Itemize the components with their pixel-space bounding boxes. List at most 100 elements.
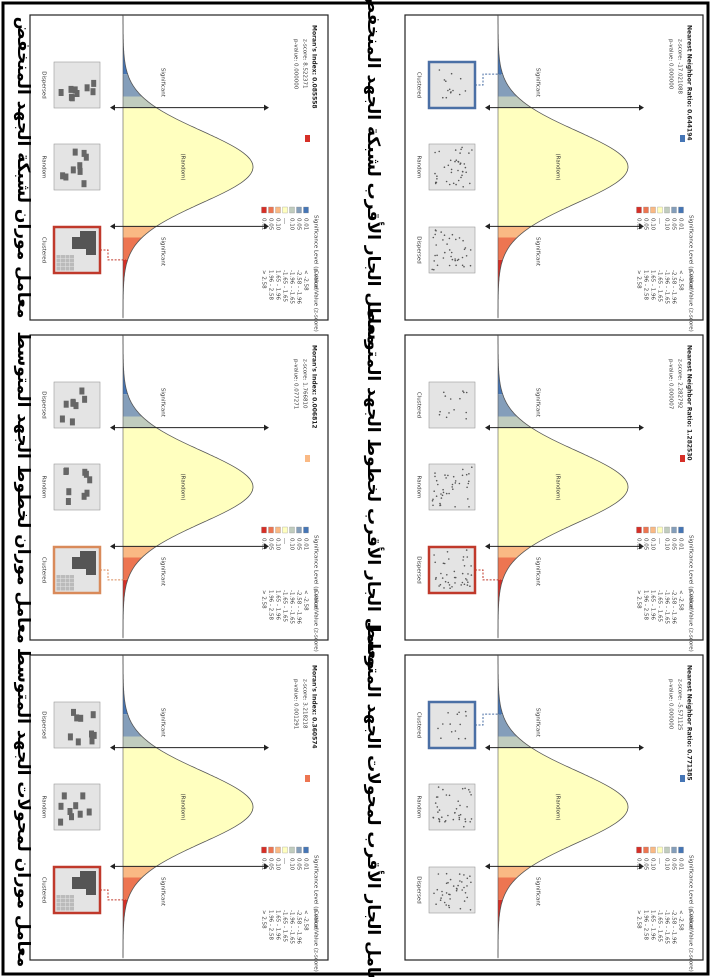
point (470, 574, 473, 576)
point (434, 151, 436, 154)
pattern-label: Random (41, 156, 47, 179)
point (442, 491, 445, 494)
point (437, 811, 439, 813)
point (437, 786, 440, 788)
blob (81, 149, 87, 157)
point (457, 179, 460, 182)
point (449, 587, 451, 589)
cell (65, 575, 70, 579)
cell (56, 259, 61, 263)
curve-outline (122, 15, 254, 318)
legend-swatch (643, 846, 649, 854)
arrow-head (485, 744, 490, 751)
stat-line: Nearest Neighbor Ratio: 0.771385 (686, 665, 693, 781)
legend-z: -2.58 - -1.96 (671, 910, 677, 944)
point (466, 896, 468, 899)
point (436, 483, 439, 486)
point (440, 572, 442, 575)
point (455, 159, 458, 161)
legend-p: 0.10 (275, 538, 281, 551)
blob (59, 415, 65, 423)
point (470, 881, 472, 884)
point (451, 483, 454, 486)
point (465, 255, 468, 257)
legend-p: 0.10 (664, 538, 670, 551)
point (460, 148, 462, 151)
legend-p: 0.01 (261, 538, 267, 550)
legend-z: -1.96 - -1.65 (664, 270, 670, 304)
point (435, 244, 437, 246)
legend-p: 0.05 (268, 218, 274, 231)
point (463, 391, 465, 394)
blob (86, 808, 92, 816)
blob (63, 400, 69, 408)
legend-z: > 2.58 (636, 910, 642, 929)
legend-swatch (664, 526, 670, 534)
curve-label: (Random) (180, 153, 186, 180)
badge (305, 775, 310, 782)
point (462, 390, 464, 392)
legend-p: 0.05 (296, 858, 302, 871)
point (458, 816, 461, 819)
point (464, 787, 466, 790)
point (454, 258, 456, 260)
connector (475, 73, 501, 86)
point (447, 881, 449, 884)
curve-region (123, 96, 157, 108)
point (458, 814, 460, 817)
point (450, 255, 452, 258)
cell (61, 903, 65, 907)
point (436, 806, 439, 808)
legend-swatch (636, 526, 642, 534)
point (464, 90, 467, 92)
point (445, 492, 448, 495)
point (449, 159, 452, 162)
point (450, 72, 453, 75)
legend-swatch (678, 526, 684, 534)
point (461, 881, 463, 883)
legend-header: Significance Level (p-value) (688, 535, 694, 611)
arrow-head (110, 543, 115, 550)
legend-p: 0.10 (650, 538, 656, 551)
pattern-label: Random (416, 156, 422, 179)
point (466, 486, 468, 489)
point (454, 259, 456, 262)
cell (70, 575, 74, 579)
legend-header: Significance Level (p-value) (313, 855, 319, 931)
point (445, 872, 448, 875)
point (447, 89, 449, 92)
arrow-head (485, 424, 490, 431)
curve-label: Significant (535, 708, 541, 738)
stat-line: p-value: 0.000000 (668, 39, 674, 90)
point (471, 149, 473, 151)
legend-p: 0.10 (664, 218, 670, 231)
point (457, 160, 459, 163)
point (441, 890, 443, 893)
blob (77, 810, 83, 818)
legend-swatch (275, 206, 281, 214)
pattern-box (53, 463, 101, 511)
blob (72, 871, 96, 895)
point (432, 498, 434, 501)
point (434, 172, 436, 175)
blob (75, 738, 81, 746)
point (465, 391, 468, 394)
cell (61, 267, 65, 271)
curve-region (498, 747, 628, 867)
caption: معامل موران لخطوط الجهد المتوسط (13, 331, 33, 643)
blob (89, 737, 95, 745)
curve-region (123, 226, 157, 238)
cell (70, 907, 74, 911)
point (448, 794, 451, 797)
point (462, 556, 465, 558)
point (461, 572, 464, 575)
curve-region (123, 546, 157, 558)
point (469, 875, 471, 877)
stat-line: z-score: 8.522371 (302, 39, 308, 89)
curve-outline (122, 335, 254, 638)
point (461, 256, 464, 259)
curve-region (498, 96, 532, 108)
point (469, 182, 471, 185)
curve-label: Significant (535, 237, 541, 267)
cell (70, 895, 74, 899)
